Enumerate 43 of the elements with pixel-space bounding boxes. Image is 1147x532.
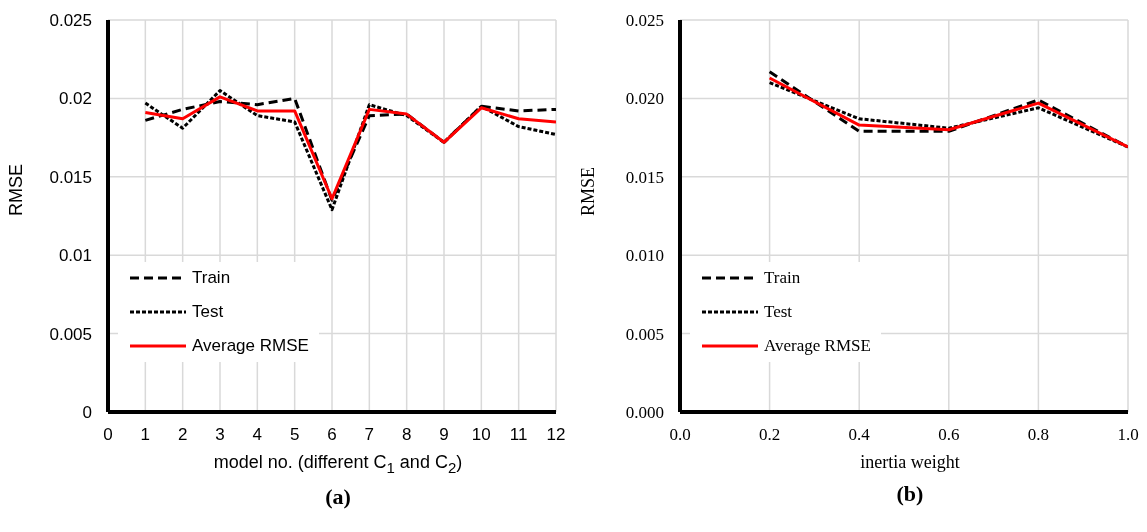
y-axis-title: RMSE bbox=[578, 166, 599, 216]
y-tick-label: 0.015 bbox=[625, 167, 664, 187]
x-tick-label: 1.0 bbox=[1117, 425, 1139, 445]
y-tick-label: 0.005 bbox=[49, 324, 92, 344]
x-tick-label: 6 bbox=[327, 425, 337, 445]
y-tick-label: 0.01 bbox=[58, 246, 92, 266]
legend-label: Average RMSE bbox=[764, 336, 871, 356]
x-tick-label: 0.8 bbox=[1027, 425, 1050, 445]
legend-label: Test bbox=[192, 302, 224, 322]
y-tick-label: 0.025 bbox=[625, 11, 664, 31]
x-axis-title: model no. (different C$_{1}$ and C$_{2}$) bbox=[212, 452, 464, 476]
x-tick-label: 3 bbox=[215, 425, 225, 445]
x-tick-label: 0.4 bbox=[848, 425, 871, 445]
x-tick-label: 12 bbox=[546, 425, 566, 445]
legend-label: Average RMSE bbox=[192, 336, 309, 356]
legend-label: Train bbox=[192, 268, 231, 288]
x-tick-label: 4 bbox=[252, 425, 263, 445]
legend-label: Test bbox=[764, 302, 793, 322]
x-tick-label: 0 bbox=[103, 425, 113, 445]
y-tick-label: 0.020 bbox=[625, 89, 664, 109]
x-tick-label: 5 bbox=[289, 425, 300, 445]
x-tick-label: 0.2 bbox=[758, 425, 781, 445]
legend-label: Train bbox=[764, 268, 801, 288]
text: (b) bbox=[895, 481, 925, 507]
x-tick-label: 0.6 bbox=[938, 425, 960, 445]
y-tick-label: 0.010 bbox=[625, 246, 664, 266]
x-tick-label: 2 bbox=[177, 425, 188, 445]
y-tick-label: 0.015 bbox=[49, 167, 92, 187]
y-tick-label: 0.02 bbox=[58, 89, 92, 109]
y-tick-label: 0.005 bbox=[625, 324, 664, 344]
text: (a) bbox=[324, 483, 352, 510]
x-axis-title: inertia weight bbox=[859, 452, 961, 473]
x-tick-label: 0.0 bbox=[669, 425, 691, 445]
x-tick-label: 1 bbox=[140, 425, 151, 445]
x-tick-label: 11 bbox=[509, 425, 528, 445]
x-tick-label: 9 bbox=[439, 425, 449, 445]
x-tick-label: 10 bbox=[471, 425, 491, 445]
y-tick-label: 0.025 bbox=[49, 11, 92, 31]
y-tick-label: 0.000 bbox=[625, 403, 664, 423]
y-tick-label: 0 bbox=[82, 403, 92, 423]
x-tick-label: 7 bbox=[364, 425, 375, 445]
y-axis-title: RMSE bbox=[6, 163, 27, 216]
x-tick-label: 8 bbox=[401, 425, 412, 445]
